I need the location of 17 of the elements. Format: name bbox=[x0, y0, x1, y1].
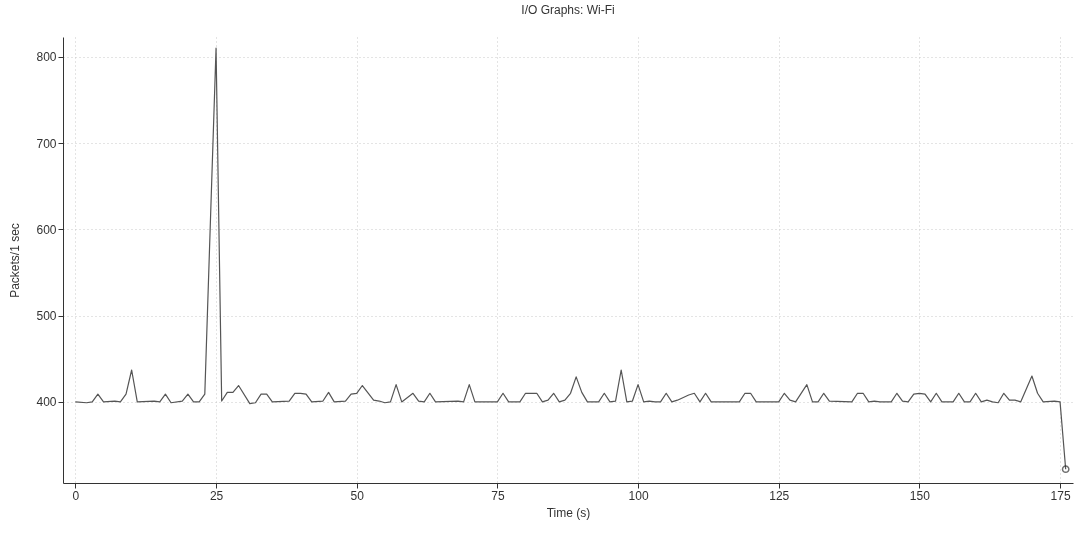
y-tick-label: 400 bbox=[36, 395, 57, 410]
x-tick-label: 100 bbox=[628, 488, 649, 503]
x-tick-label: 50 bbox=[350, 488, 365, 503]
y-axis-title: Packets/1 sec bbox=[8, 223, 23, 298]
x-tick-label: 150 bbox=[909, 488, 931, 503]
y-tick-label: 500 bbox=[36, 309, 57, 324]
y-tick-label: 700 bbox=[36, 136, 57, 151]
y-tick-label: 800 bbox=[36, 50, 57, 65]
x-tick-label: 25 bbox=[209, 488, 224, 503]
x-axis-title: Time (s) bbox=[546, 505, 591, 520]
x-tick-label: 75 bbox=[491, 488, 505, 503]
y-tick-label: 600 bbox=[36, 222, 57, 237]
line-series bbox=[74, 47, 1067, 470]
chart-title: I/O Graphs: Wi-Fi bbox=[521, 3, 615, 17]
x-tick-label: 0 bbox=[72, 488, 80, 503]
x-tick-label: 125 bbox=[769, 488, 790, 503]
x-tick-label: 175 bbox=[1050, 488, 1071, 503]
